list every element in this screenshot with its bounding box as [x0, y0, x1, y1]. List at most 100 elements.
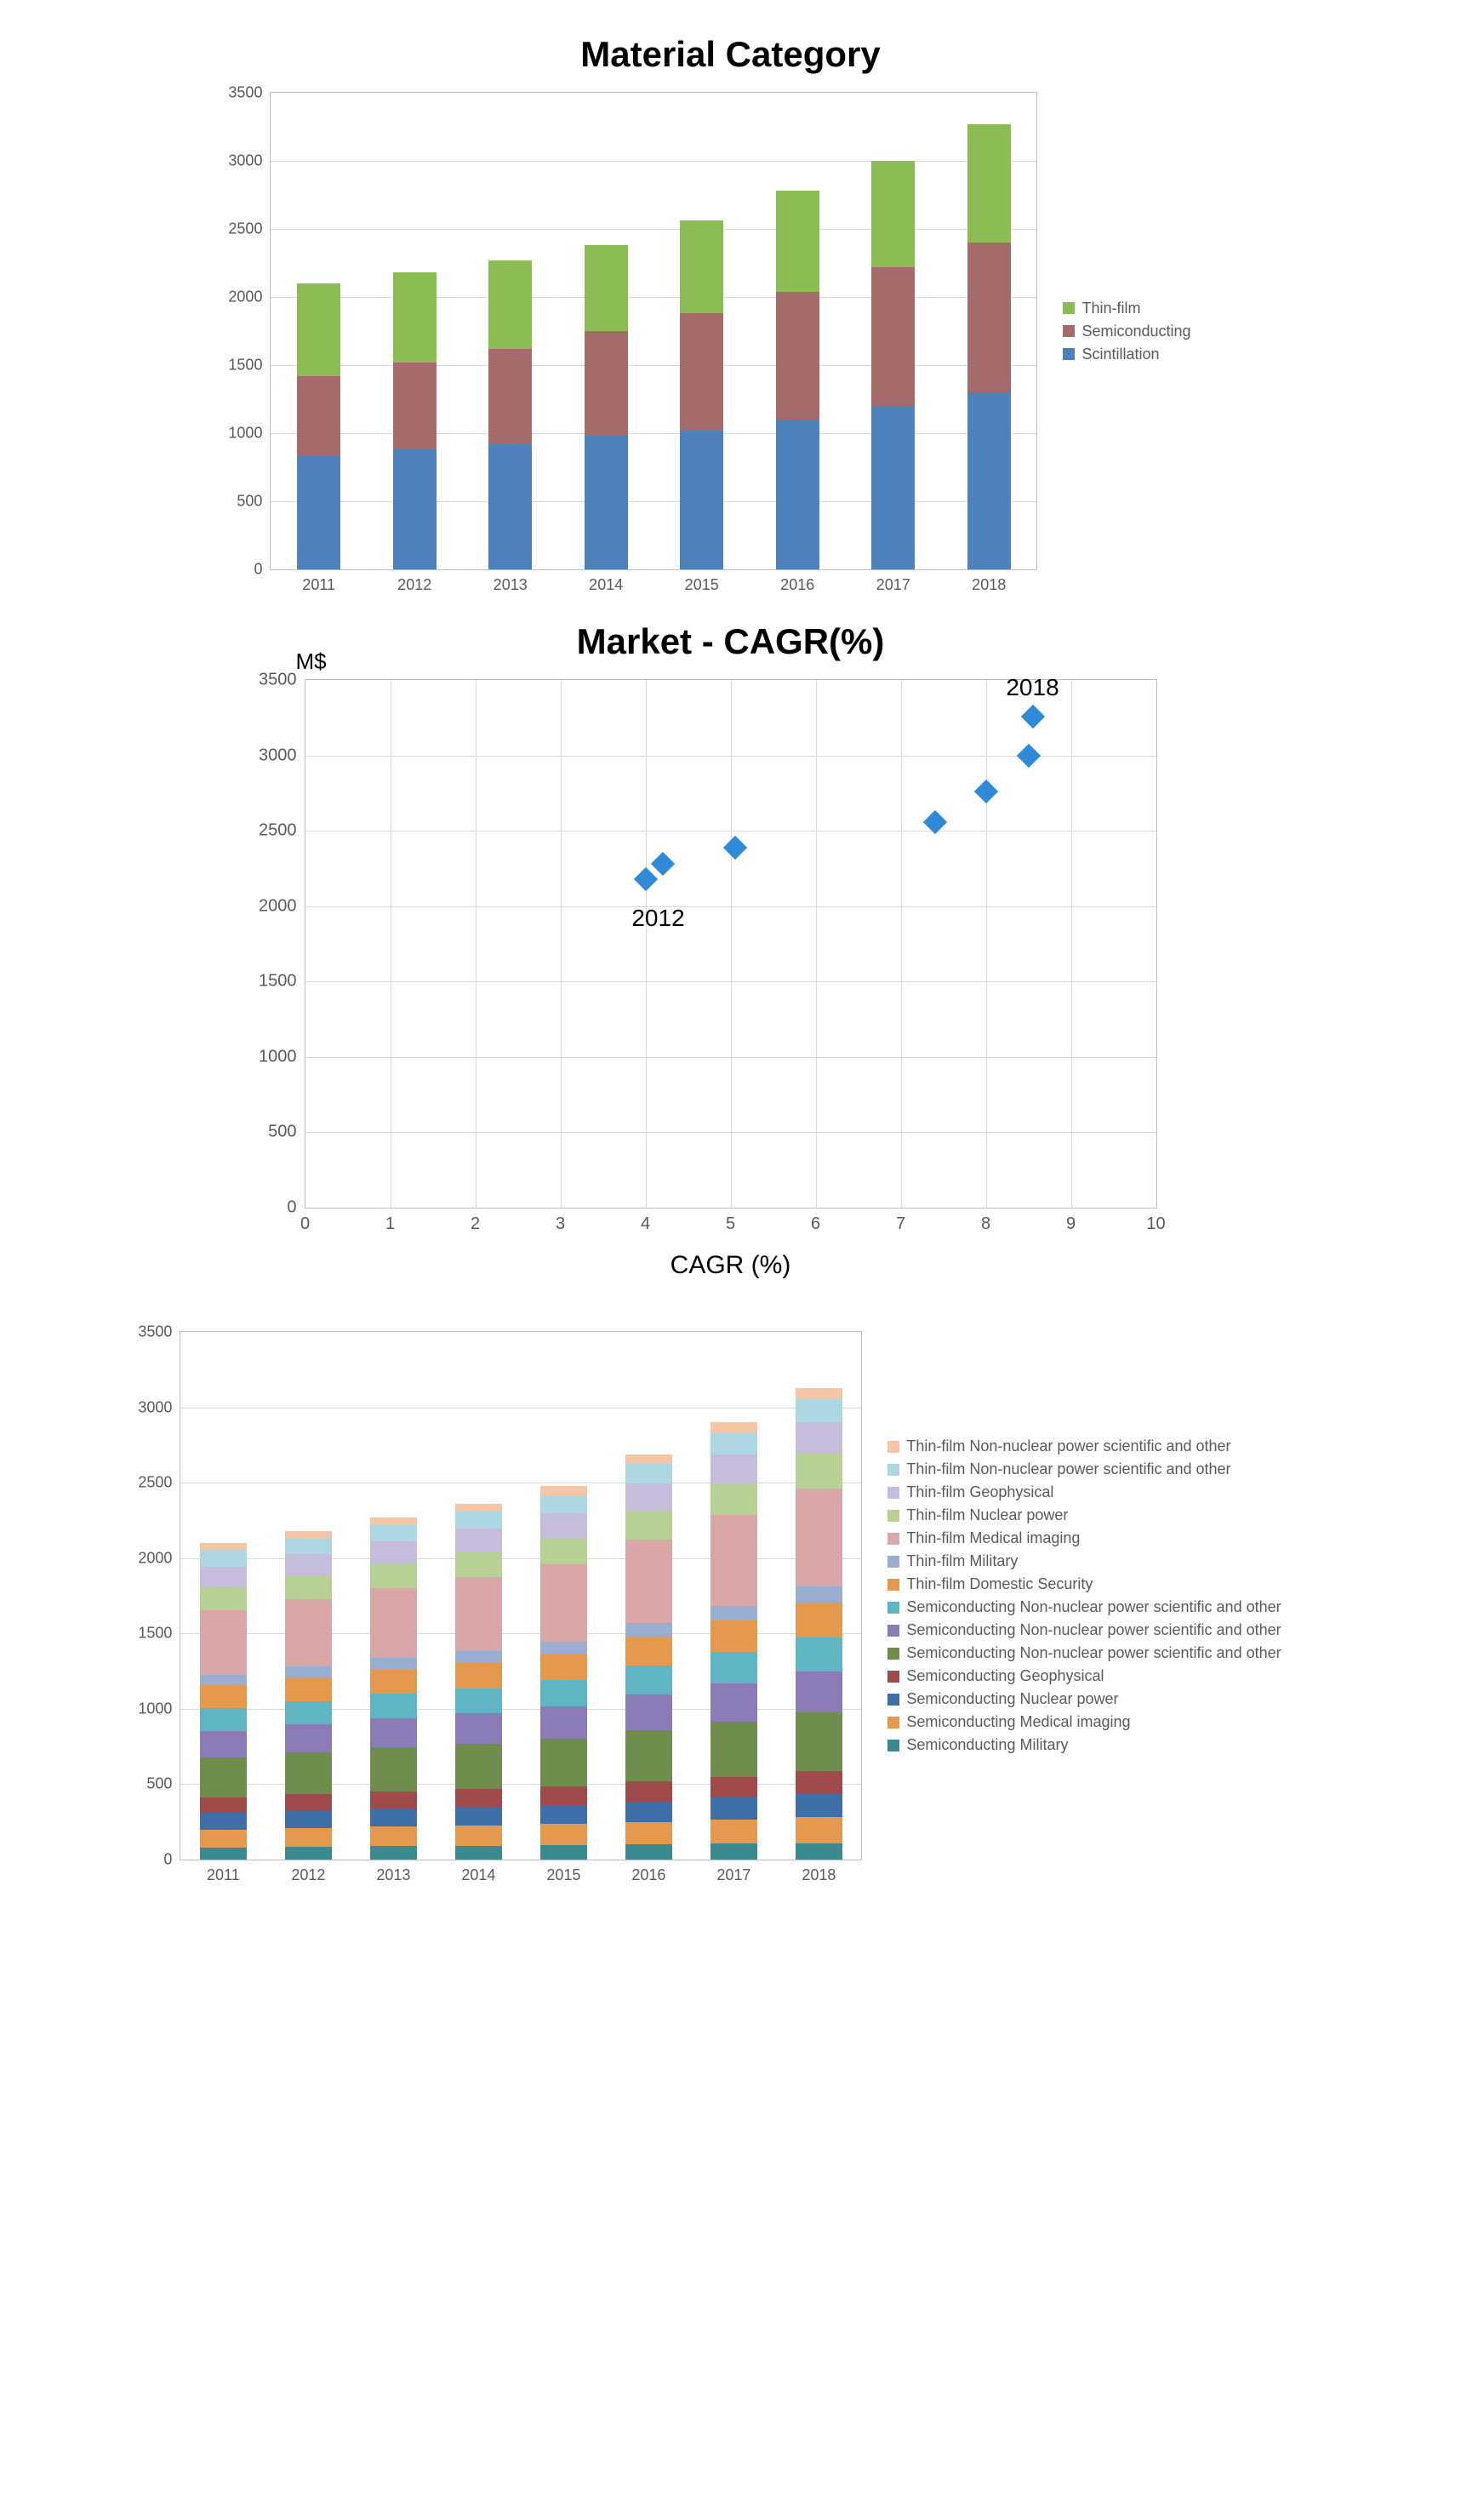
- bar-segment: [370, 1747, 417, 1791]
- bar-column: [297, 283, 340, 569]
- legend-item: Semiconducting Non-nuclear power scienti…: [887, 1621, 1281, 1639]
- bar-segment: [796, 1712, 842, 1771]
- bar-segment: [455, 1826, 502, 1846]
- bar-segment: [455, 1789, 502, 1807]
- y-tick-label: 3500: [228, 84, 271, 102]
- x-tick-label: 2011: [207, 1860, 240, 1884]
- bar-segment: [200, 1675, 247, 1685]
- bar-segment: [540, 1495, 587, 1513]
- bar-segment: [540, 1538, 587, 1564]
- bar-segment: [585, 436, 628, 569]
- legend-swatch: [887, 1740, 899, 1751]
- legend-swatch: [887, 1648, 899, 1660]
- bar-segment: [200, 1567, 247, 1588]
- y-tick-label: 2500: [259, 821, 305, 841]
- x-tick-label: 2015: [546, 1860, 580, 1884]
- x-tick-label: 3: [556, 1208, 565, 1234]
- legend-swatch: [1063, 348, 1075, 360]
- bar-segment: [370, 1846, 417, 1860]
- bar-segment: [370, 1791, 417, 1809]
- x-tick-label: 10: [1146, 1208, 1165, 1234]
- bar-column: [967, 124, 1011, 569]
- legend-swatch: [887, 1510, 899, 1522]
- bar-segment: [625, 1666, 672, 1694]
- bar-segment: [711, 1820, 757, 1843]
- legend-swatch: [887, 1579, 899, 1591]
- bar-segment: [585, 331, 628, 436]
- material-category-chart: Material Category 0500100015002000250030…: [17, 34, 1444, 570]
- y-tick-label: 2500: [138, 1474, 180, 1492]
- y-tick-label: 3000: [138, 1398, 180, 1416]
- bar-segment: [625, 1822, 672, 1845]
- bar-segment: [625, 1844, 672, 1860]
- x-tick-label: 2018: [802, 1860, 836, 1884]
- bar-segment: [871, 161, 915, 267]
- bar-segment: [455, 1651, 502, 1663]
- x-tick-label: 2013: [376, 1860, 410, 1884]
- bar-segment: [711, 1432, 757, 1454]
- bar-segment: [625, 1540, 672, 1623]
- bar-segment: [285, 1752, 332, 1794]
- legend-item: Thin-film Medical imaging: [887, 1529, 1281, 1547]
- bar-column: [540, 1486, 587, 1860]
- bar-segment: [540, 1564, 587, 1641]
- bar-segment: [285, 1666, 332, 1677]
- bar-segment: [285, 1794, 332, 1810]
- legend-item: Semiconducting Non-nuclear power scienti…: [887, 1598, 1281, 1616]
- legend-swatch: [887, 1717, 899, 1729]
- bar-segment: [796, 1603, 842, 1637]
- legend-item: Semiconducting Nuclear power: [887, 1690, 1281, 1708]
- bar-segment: [540, 1654, 587, 1680]
- x-tick-label: 7: [896, 1208, 905, 1234]
- x-tick-label: 2017: [716, 1860, 750, 1884]
- bar-segment: [711, 1722, 757, 1777]
- y-tick-label: 1000: [228, 425, 271, 443]
- bar-segment: [540, 1845, 587, 1860]
- bar-segment: [370, 1563, 417, 1587]
- bar-segment: [393, 449, 437, 569]
- bar-segment: [796, 1399, 842, 1422]
- bar-segment: [297, 376, 340, 456]
- bar-segment: [796, 1637, 842, 1671]
- bar-segment: [625, 1483, 672, 1511]
- bar-segment: [285, 1677, 332, 1701]
- legend-label: Scintillation: [1081, 346, 1159, 363]
- legend-label: Semiconducting Geophysical: [906, 1667, 1104, 1685]
- bar-segment: [285, 1554, 332, 1576]
- legend-label: Semiconducting Non-nuclear power scienti…: [906, 1598, 1281, 1616]
- x-tick-label: 2012: [397, 569, 431, 594]
- bar-segment: [776, 292, 819, 420]
- bar-segment: [297, 283, 340, 376]
- legend-item: Semiconducting: [1063, 323, 1190, 340]
- bar-segment: [711, 1515, 757, 1605]
- x-tick-label: 2017: [876, 569, 910, 594]
- bar-segment: [796, 1771, 842, 1794]
- bar-segment: [540, 1739, 587, 1786]
- bar-segment: [370, 1809, 417, 1826]
- bar-segment: [540, 1706, 587, 1739]
- chart1-plot-wrap: 0500100015002000250030003500201120122013…: [270, 92, 1037, 570]
- bar-segment: [796, 1817, 842, 1843]
- bar-segment: [680, 431, 723, 569]
- y-tick-label: 1000: [259, 1047, 305, 1066]
- legend-swatch: [887, 1671, 899, 1683]
- bar-segment: [796, 1489, 842, 1586]
- y-tick-label: 500: [268, 1123, 305, 1142]
- bar-segment: [393, 363, 437, 449]
- bar-segment: [540, 1824, 587, 1845]
- y-tick-label: 500: [237, 493, 271, 511]
- chart3-legend: Thin-film Non-nuclear power scientific a…: [887, 1432, 1281, 1759]
- bar-segment: [796, 1794, 842, 1817]
- legend-item: Thin-film Military: [887, 1552, 1281, 1570]
- bar-segment: [711, 1843, 757, 1860]
- legend-label: Thin-film Geophysical: [906, 1483, 1053, 1501]
- bar-column: [393, 272, 437, 569]
- chart3-plot-area: 0500100015002000250030003500201120122013…: [180, 1331, 862, 1860]
- legend-label: Semiconducting: [1081, 323, 1190, 340]
- legend-label: Thin-film Medical imaging: [906, 1529, 1080, 1547]
- y-tick-label: 2000: [228, 289, 271, 306]
- chart1-title: Material Category: [17, 34, 1444, 75]
- legend-swatch: [1063, 325, 1075, 337]
- chart1-legend: Thin-filmSemiconductingScintillation: [1063, 294, 1190, 369]
- bar-segment: [455, 1713, 502, 1744]
